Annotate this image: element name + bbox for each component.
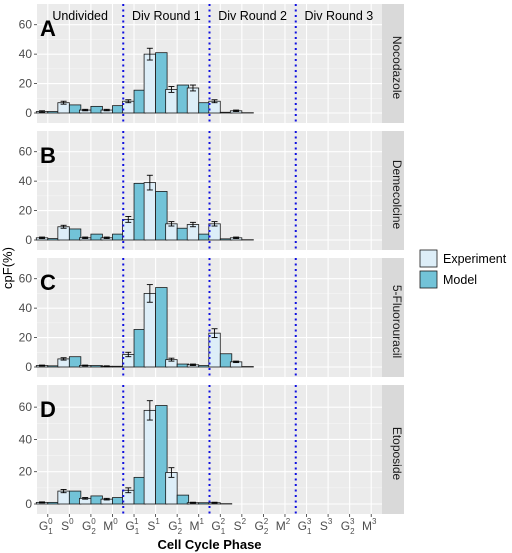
bar-model	[176, 494, 190, 505]
panel-letter: D	[40, 397, 56, 422]
x-tick-label: G20	[82, 517, 96, 536]
y-tick-label: 60	[19, 400, 33, 414]
x-tick-label: G21	[168, 517, 182, 536]
bar-model	[90, 233, 103, 241]
y-tick-label: 0	[25, 233, 32, 247]
x-tick-label: M1	[189, 517, 204, 533]
bar-model	[155, 52, 168, 114]
round-label: Div Round 1	[132, 9, 201, 23]
facet-strip-label: 5-Fluorouracil	[390, 285, 404, 358]
y-tick-label: 20	[19, 204, 33, 218]
legend-swatch	[419, 270, 438, 289]
legend-swatch	[419, 249, 438, 268]
y-tick-label: 40	[19, 432, 33, 446]
y-tick-label: 60	[19, 272, 33, 286]
facet-strip-label: Etoposide	[390, 427, 404, 481]
x-tick-label: G23	[341, 517, 355, 536]
facet-strip	[382, 258, 404, 377]
x-tick-label: S2	[234, 517, 247, 533]
y-tick-label: 0	[25, 106, 32, 120]
y-tick-label: 40	[19, 174, 33, 188]
bar-model	[68, 356, 82, 368]
round-label: Div Round 2	[218, 9, 287, 23]
x-tick-label: S0	[61, 517, 74, 533]
facet-strip-label: Demecolcine	[390, 160, 404, 230]
y-axis-title: cpF(%)	[0, 247, 15, 289]
bar-experiment	[143, 182, 156, 241]
bar-model	[68, 490, 82, 505]
x-tick-label: M3	[362, 517, 377, 533]
bar-experiment	[143, 53, 156, 114]
y-tick-label: 20	[19, 465, 33, 479]
y-tick-label: 40	[19, 47, 33, 61]
x-tick-label: G22	[255, 517, 269, 536]
round-label: Div Round 3	[304, 9, 373, 23]
bar-model	[155, 405, 168, 505]
bar-experiment	[57, 226, 70, 241]
facet-strip	[382, 4, 404, 123]
y-tick-label: 20	[19, 77, 33, 91]
y-tick-label: 60	[19, 18, 33, 32]
panel-background	[37, 385, 382, 514]
x-axis-title: Cell Cycle Phase	[157, 537, 261, 552]
panel-letter: B	[40, 143, 56, 168]
round-label: Undivided	[52, 9, 108, 23]
facet-strip	[382, 385, 404, 514]
y-tick-label: 40	[19, 301, 33, 315]
bar-model	[68, 228, 82, 241]
bar-experiment	[186, 87, 200, 114]
y-tick-label: 0	[25, 497, 32, 511]
legend-label: Experiment	[443, 252, 507, 266]
bar-model	[155, 287, 168, 368]
bar-experiment	[165, 89, 178, 114]
y-tick-label: 20	[19, 331, 33, 345]
y-tick-label: 0	[25, 360, 32, 374]
x-tick-label: G11	[125, 517, 139, 536]
bar-experiment	[143, 409, 156, 505]
x-tick-label: G13	[298, 517, 312, 536]
x-tick-label: M2	[276, 517, 291, 533]
x-tick-label: S1	[147, 517, 160, 533]
panel-letter: C	[40, 270, 56, 295]
facet-strip	[382, 131, 404, 250]
x-tick-label: S3	[320, 517, 333, 533]
bar-model	[68, 104, 82, 114]
x-tick-label: G10	[39, 517, 53, 536]
x-tick-label: M0	[103, 517, 118, 533]
facet-strip-label: Nocodazole	[390, 36, 404, 100]
bar-experiment	[208, 332, 221, 368]
bar-experiment	[143, 293, 156, 368]
y-tick-label: 60	[19, 145, 33, 159]
bar-model	[219, 353, 233, 368]
legend-label: Model	[443, 273, 477, 287]
x-tick-label: G12	[211, 517, 225, 536]
bar-model	[155, 191, 168, 241]
panel-letter: A	[40, 16, 56, 41]
